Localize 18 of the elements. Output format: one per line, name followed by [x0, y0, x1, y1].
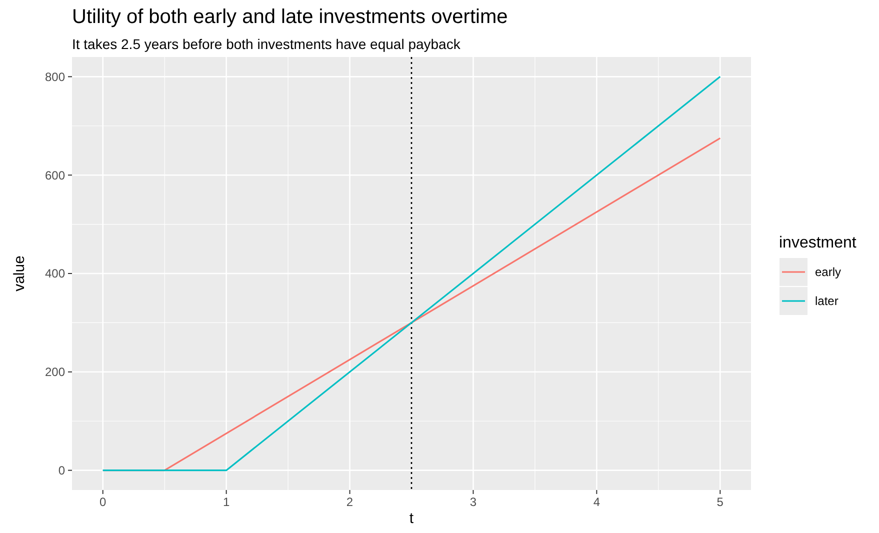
legend-title: investment [779, 234, 857, 252]
x-tick-label: 3 [470, 495, 477, 509]
y-axis-title: value [11, 256, 28, 292]
y-tick-label: 0 [58, 464, 66, 478]
x-axis-title: t [409, 510, 414, 527]
legend-label: later [815, 294, 838, 308]
y-tick-label: 800 [44, 70, 66, 84]
y-tick-label: 600 [44, 168, 66, 182]
y-tick-label: 400 [44, 266, 66, 281]
y-tick-label: 200 [44, 365, 66, 380]
x-tick-label: 2 [346, 495, 354, 509]
legend-label: early [815, 265, 842, 280]
x-tick-label: 4 [593, 495, 600, 509]
x-tick-label: 5 [716, 495, 724, 509]
x-tick-label: 1 [222, 495, 230, 509]
chart-subtitle: It takes 2.5 years before both investments have equal payback [72, 36, 462, 52]
x-tick-label: 0 [100, 495, 107, 509]
chart-title: Utility of both early and late investments overtime [72, 6, 508, 28]
